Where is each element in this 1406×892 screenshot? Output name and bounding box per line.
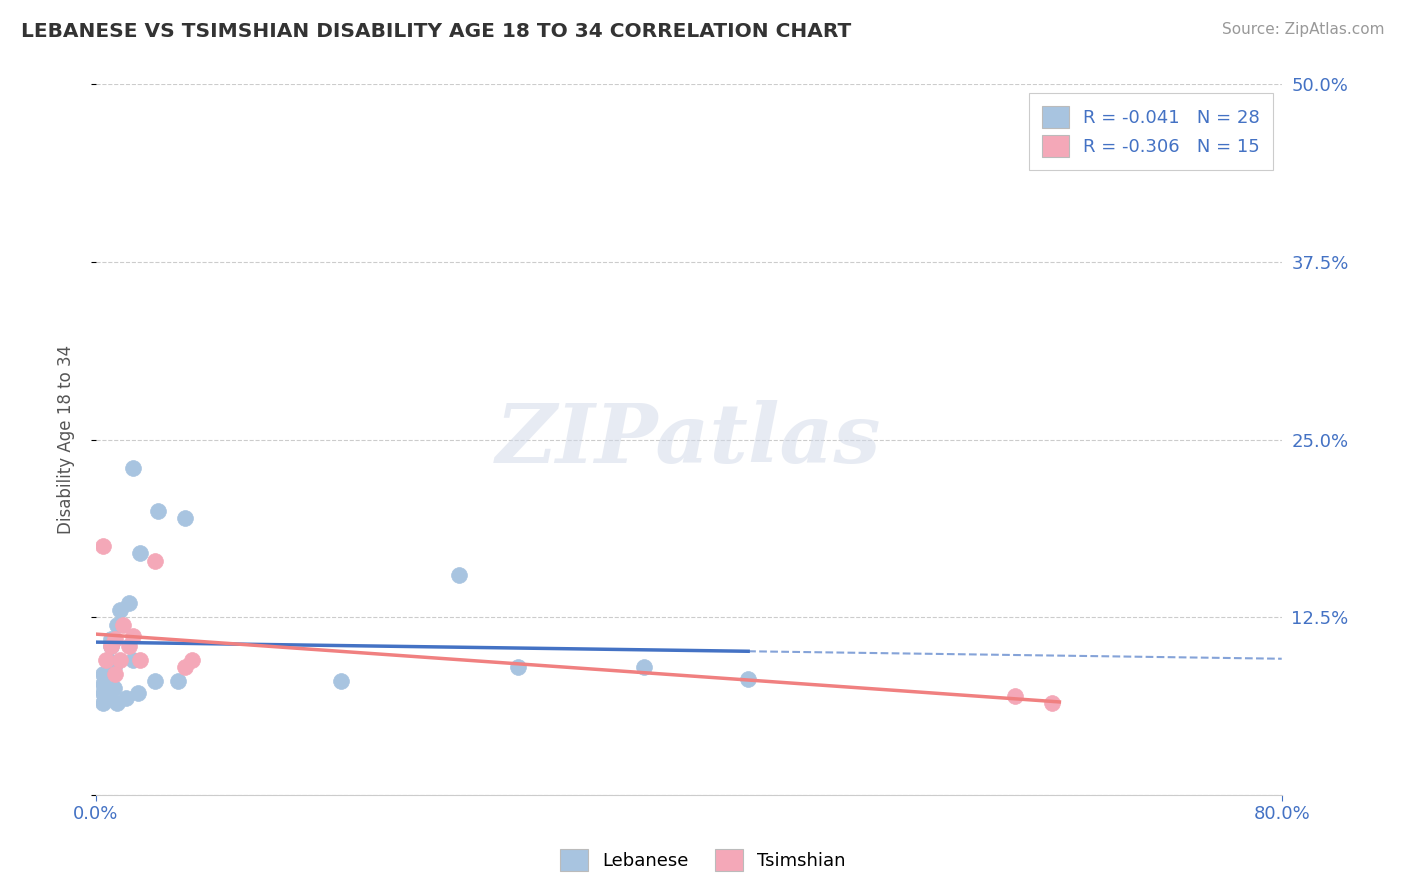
Point (104, 667, 127, 681)
Point (633, 660, 655, 674)
Point (148, 504, 170, 518)
Point (111, 617, 134, 632)
Point (105, 617, 128, 632)
Point (96, 653, 118, 667)
Point (97, 653, 120, 667)
Point (93, 696, 115, 710)
Point (103, 660, 125, 674)
Point (166, 674, 188, 689)
Point (129, 546, 152, 560)
Point (174, 660, 197, 674)
Point (114, 691, 136, 706)
Point (93, 539, 115, 553)
Point (449, 567, 471, 582)
Point (1004, 689, 1026, 703)
Text: ZIPatlas: ZIPatlas (496, 400, 882, 480)
Point (93, 677, 115, 691)
Point (181, 653, 204, 667)
Point (143, 674, 166, 689)
Point (1040, 696, 1063, 710)
Point (329, 674, 352, 689)
Legend: R = -0.041   N = 28, R = -0.306   N = 15: R = -0.041 N = 28, R = -0.306 N = 15 (1029, 94, 1272, 170)
Point (103, 681, 125, 696)
Point (97, 686, 120, 700)
Point (117, 596, 139, 610)
Point (93, 667, 115, 681)
Point (117, 639, 139, 653)
Point (127, 686, 149, 700)
Point (100, 639, 122, 653)
Point (108, 653, 131, 667)
Text: Source: ZipAtlas.com: Source: ZipAtlas.com (1222, 22, 1385, 37)
Point (508, 660, 530, 674)
Point (143, 553, 166, 567)
Text: LEBANESE VS TSIMSHIAN DISABILITY AGE 18 TO 34 CORRELATION CHART: LEBANESE VS TSIMSHIAN DISABILITY AGE 18 … (21, 22, 852, 41)
Point (93, 686, 115, 700)
Point (122, 461, 145, 475)
Y-axis label: Disability Age 18 to 34: Disability Age 18 to 34 (58, 345, 75, 534)
Point (108, 603, 131, 617)
Point (105, 696, 128, 710)
Point (174, 511, 197, 525)
Point (100, 632, 122, 646)
Point (129, 653, 152, 667)
Legend: Lebanese, Tsimshian: Lebanese, Tsimshian (554, 842, 852, 879)
Point (122, 629, 145, 643)
Point (104, 632, 127, 646)
Point (100, 639, 122, 653)
Point (122, 653, 145, 667)
Point (737, 672, 759, 686)
